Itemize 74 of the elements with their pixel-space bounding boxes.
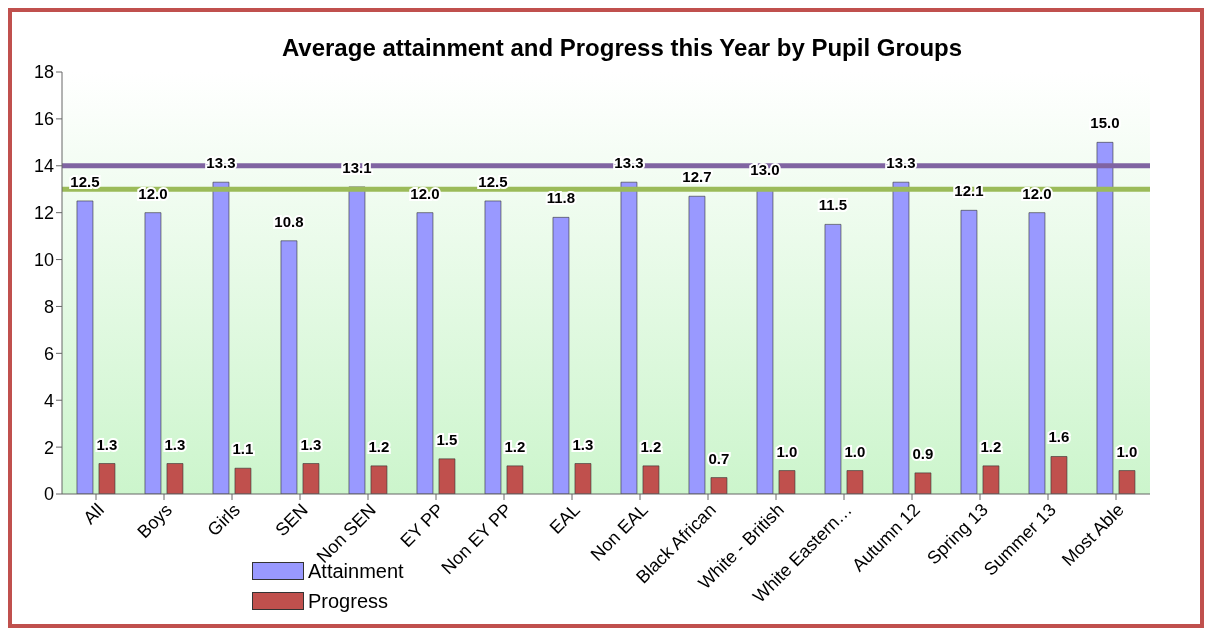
data-label: 1.3 — [572, 435, 594, 453]
data-label: 1.3 — [164, 435, 186, 453]
bar — [914, 472, 932, 494]
bar — [1028, 212, 1046, 494]
bar — [846, 470, 864, 494]
bar — [348, 186, 366, 494]
bar — [1118, 470, 1136, 494]
bar — [166, 463, 184, 494]
data-label: 13.3 — [886, 154, 916, 172]
bar — [1096, 142, 1114, 494]
y-tick-label: 18 — [33, 62, 54, 83]
bar — [1050, 456, 1068, 494]
y-tick-label: 6 — [43, 343, 54, 364]
x-tick-label: Girls — [203, 499, 244, 541]
data-label: 10.8 — [274, 212, 304, 230]
y-tick-label: 2 — [43, 437, 54, 458]
data-label: 12.5 — [70, 172, 100, 190]
x-tick-label: All — [79, 499, 108, 529]
bar — [574, 463, 592, 494]
data-label: 11.5 — [818, 196, 848, 214]
bar — [438, 458, 456, 494]
y-tick-label: 16 — [33, 109, 54, 130]
y-tick-label: 12 — [33, 203, 54, 224]
data-label: 1.0 — [776, 442, 798, 460]
data-label: 0.9 — [912, 444, 934, 462]
x-tick-label: EAL — [545, 499, 584, 538]
data-label: 1.1 — [232, 440, 254, 458]
data-label: 1.2 — [504, 437, 526, 455]
data-label: 1.0 — [1116, 442, 1138, 460]
bar — [688, 195, 706, 494]
data-label: 11.8 — [546, 189, 576, 207]
bar — [824, 224, 842, 494]
data-label: 1.3 — [300, 435, 322, 453]
data-label: 1.3 — [96, 435, 118, 453]
bar — [98, 463, 116, 494]
data-label: 13.1 — [342, 158, 372, 176]
y-tick-label: 14 — [33, 156, 54, 177]
legend-label: Progress — [308, 589, 389, 614]
bar — [642, 465, 660, 494]
bar — [506, 465, 524, 494]
data-label: 13.3 — [206, 154, 236, 172]
y-tick-label: 8 — [43, 296, 54, 317]
y-tick-label: 4 — [43, 390, 54, 411]
data-label: 12.5 — [478, 172, 508, 190]
data-label: 1.2 — [980, 437, 1002, 455]
y-tick-label: 10 — [33, 249, 54, 270]
data-label: 1.2 — [640, 437, 662, 455]
data-label: 13.3 — [614, 154, 644, 172]
bar — [892, 181, 910, 494]
bar — [960, 210, 978, 494]
bar — [370, 465, 388, 494]
data-label: 1.2 — [368, 437, 390, 455]
bar — [144, 212, 162, 494]
x-tick-label: EY PP — [396, 499, 448, 552]
y-tick-label: 0 — [43, 484, 54, 505]
bar — [982, 465, 1000, 494]
bar — [778, 470, 796, 494]
bar — [416, 212, 434, 494]
bar — [302, 463, 320, 494]
bar — [552, 217, 570, 494]
bar — [710, 477, 728, 494]
data-label: 12.7 — [682, 168, 712, 186]
data-label: 1.6 — [1048, 428, 1070, 446]
data-label: 1.5 — [436, 430, 458, 448]
data-label: 15.0 — [1090, 114, 1120, 132]
chart-title: Average attainment and Progress this Year by Pupil Groups — [280, 34, 964, 62]
bar — [234, 467, 252, 494]
bar — [76, 200, 94, 494]
data-label: 1.0 — [844, 442, 866, 460]
bar — [484, 200, 502, 494]
bar — [280, 240, 298, 494]
data-label: 0.7 — [708, 449, 730, 467]
bar — [620, 181, 638, 494]
bar — [212, 181, 230, 494]
